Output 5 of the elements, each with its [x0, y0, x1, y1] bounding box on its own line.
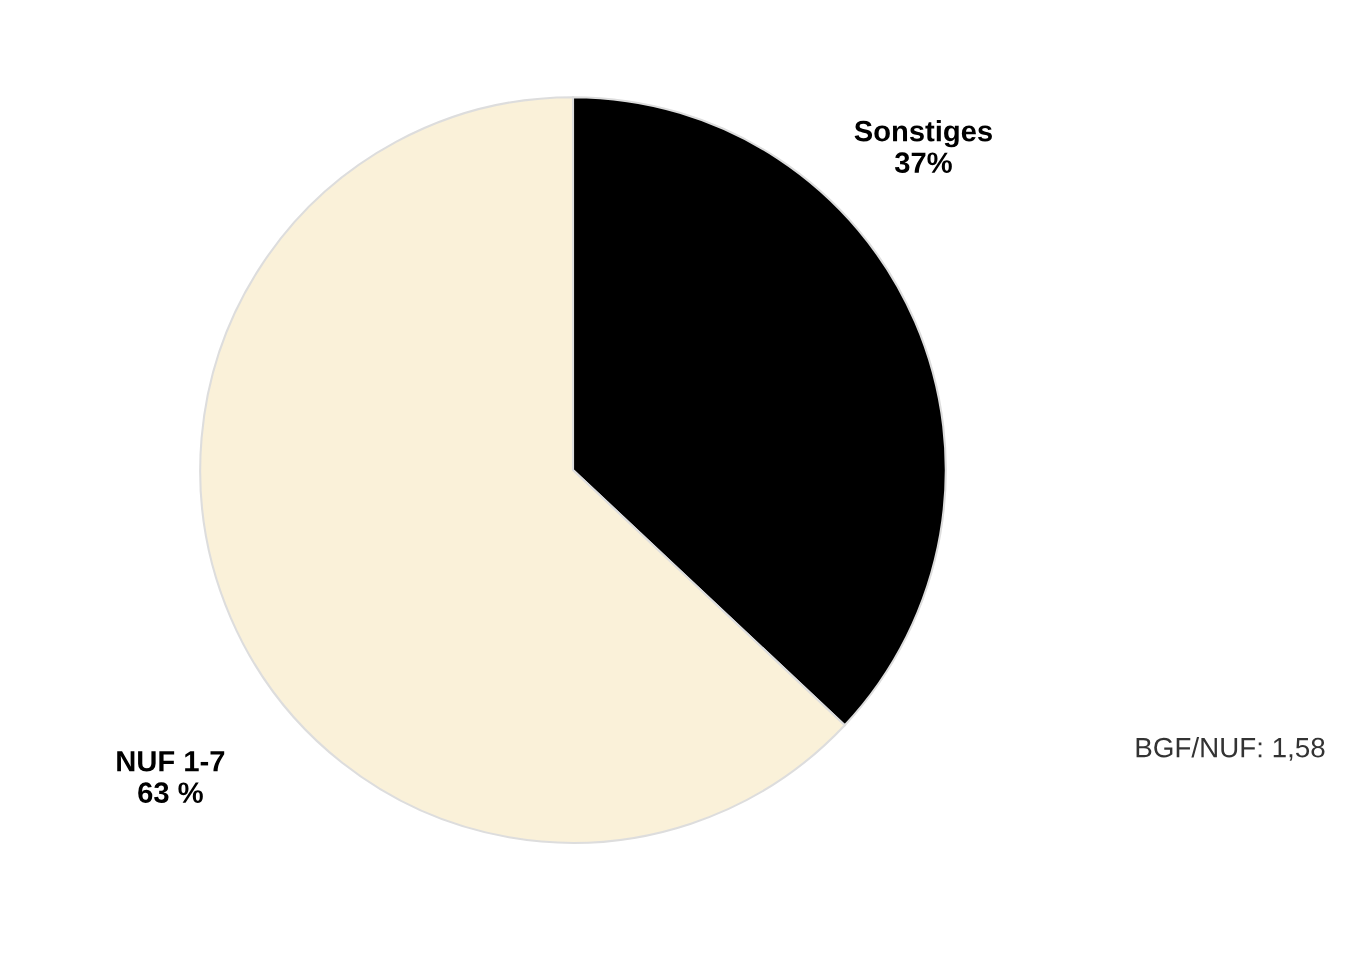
text: BGF/NUF: 1,58 [1136, 737, 1325, 761]
data-label: 63 % [138, 782, 203, 803]
data-label: 37% [894, 152, 952, 174]
slice-label: NUF 1-7 [117, 751, 225, 772]
slice-label: Sonstiges [854, 120, 992, 148]
